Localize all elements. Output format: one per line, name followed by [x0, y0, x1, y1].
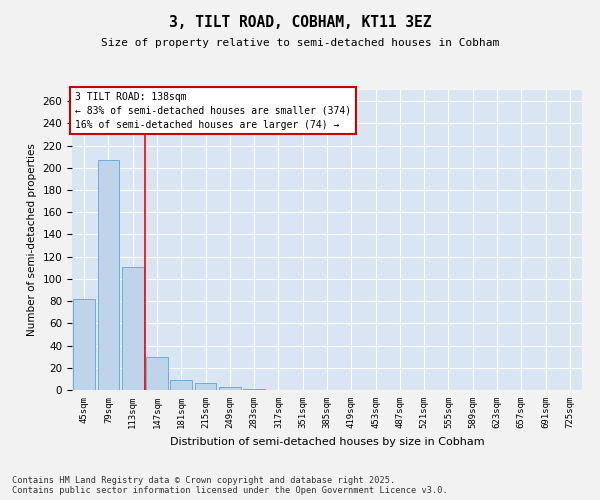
- Text: 3, TILT ROAD, COBHAM, KT11 3EZ: 3, TILT ROAD, COBHAM, KT11 3EZ: [169, 15, 431, 30]
- Bar: [146, 356, 168, 390]
- X-axis label: Distribution of semi-detached houses by size in Cobham: Distribution of semi-detached houses by …: [170, 437, 484, 447]
- Bar: [219, 386, 241, 390]
- Bar: [122, 266, 143, 390]
- Bar: [97, 160, 119, 390]
- Text: Contains HM Land Registry data © Crown copyright and database right 2025.
Contai: Contains HM Land Registry data © Crown c…: [12, 476, 448, 495]
- Y-axis label: Number of semi-detached properties: Number of semi-detached properties: [27, 144, 37, 336]
- Bar: [194, 384, 217, 390]
- Text: 3 TILT ROAD: 138sqm
← 83% of semi-detached houses are smaller (374)
16% of semi-: 3 TILT ROAD: 138sqm ← 83% of semi-detach…: [74, 92, 350, 130]
- Text: Size of property relative to semi-detached houses in Cobham: Size of property relative to semi-detach…: [101, 38, 499, 48]
- Bar: [170, 380, 192, 390]
- Bar: [243, 389, 265, 390]
- Bar: [73, 299, 95, 390]
